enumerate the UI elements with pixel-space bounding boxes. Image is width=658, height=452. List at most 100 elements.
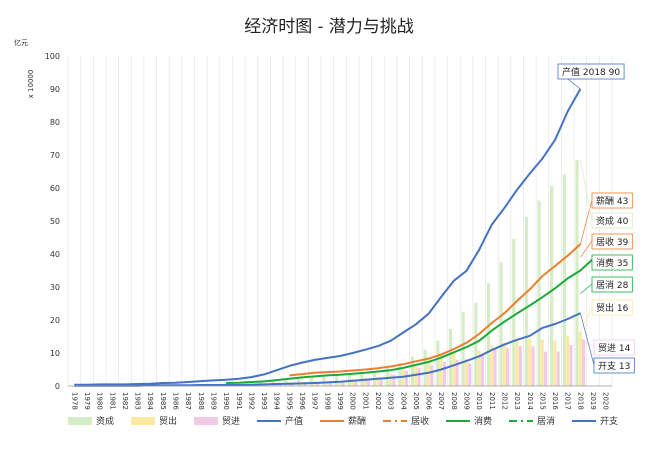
legend-label: 贸出 (159, 415, 177, 427)
callout-text: 贸进 14 (598, 342, 631, 354)
y-tick-label: 90 (50, 85, 60, 94)
legend-swatch (131, 417, 155, 425)
bar-资成 (297, 378, 301, 386)
bar-贸出 (540, 339, 544, 386)
callout-box (591, 299, 633, 316)
x-tick-label: 2017 (564, 392, 572, 410)
y-axis-unit-label: 亿元 (14, 38, 28, 47)
bar-贸出 (490, 345, 494, 386)
bar-贸进 (379, 377, 383, 386)
callout-labels: 产值 2018 90 薪酬 43 资成 40 居收 39 消费 35 居消 28 贸出 16… (557, 63, 635, 374)
bar-贸进 (404, 370, 408, 386)
x-tick-label: 2019 (589, 392, 597, 410)
x-tick-label: 2000 (349, 392, 357, 410)
bar-资成 (512, 238, 516, 386)
bar-资成 (550, 186, 554, 386)
legend-item-资成: 资成 (68, 415, 114, 427)
bar-贸出 (477, 350, 481, 386)
x-tick-label: 1981 (108, 392, 116, 410)
bar-贸进 (392, 374, 396, 386)
x-tick-label: 2006 (425, 392, 433, 410)
bar-贸出 (325, 381, 329, 386)
bar-贸进 (556, 351, 560, 386)
legend-label: 居收 (411, 415, 429, 427)
x-tick-label: 2010 (475, 392, 483, 410)
x-tick-label: 1996 (298, 392, 306, 410)
x-tick-label: 2001 (361, 392, 369, 410)
legend-item-贸进: 贸进 (194, 415, 240, 427)
line-薪酬 (289, 243, 582, 377)
legend: 资成 贸出 贸进 产值 薪酬 居收 消费 居消 开支 (68, 415, 618, 427)
bar-资成 (284, 379, 288, 386)
callout: 贸出 16 (580, 299, 633, 333)
bar-贸进 (341, 381, 345, 386)
callout: 产值 2018 90 (557, 63, 625, 90)
callout-box (591, 192, 633, 209)
x-tick-label: 1983 (134, 392, 142, 410)
bar-贸出 (452, 353, 456, 386)
x-tick-label: 1994 (273, 392, 281, 410)
bar-贸出 (363, 378, 367, 386)
bar-贸进 (430, 365, 434, 386)
x-tick-label: 1993 (260, 392, 268, 410)
bar-贸进 (354, 379, 358, 386)
chart-title: 经济时图 - 潜力与挑战 (244, 17, 414, 37)
callout: 薪酬 43 (580, 192, 633, 245)
x-tick-label: 1995 (285, 392, 293, 410)
legend-label: 消费 (474, 415, 492, 427)
callout-leader (580, 312, 595, 366)
callout-text: 资成 40 (596, 215, 629, 227)
bar-资成 (436, 340, 440, 386)
bar-贸出 (515, 340, 519, 386)
x-tick-label: 2014 (526, 392, 534, 410)
bar-资成 (309, 377, 313, 386)
bar-贸进 (518, 346, 522, 386)
bar-资成 (423, 349, 427, 386)
bar-贸进 (442, 361, 446, 386)
x-tick-label: 1980 (96, 392, 104, 410)
legend-swatch (194, 417, 218, 425)
legend-item-薪酬: 薪酬 (320, 415, 366, 427)
bar-贸出 (376, 377, 380, 386)
x-tick-label: 1999 (336, 392, 344, 410)
legend-label: 产值 (285, 415, 303, 427)
x-tick-label: 1979 (83, 392, 91, 410)
line-产值 (74, 88, 582, 386)
callout-leader (580, 306, 593, 333)
bar-贸进 (506, 348, 510, 386)
bar-贸进 (531, 346, 535, 386)
x-tick-label: 2011 (488, 392, 496, 410)
bar-贸出 (528, 338, 532, 386)
bar-贸进 (493, 348, 497, 386)
bar-贸出 (351, 379, 355, 386)
x-tick-label: 1998 (323, 392, 331, 410)
callout-leader (580, 159, 593, 221)
bar-资成 (474, 302, 478, 386)
callout: 居消 28 (580, 276, 633, 294)
bar-贸进 (569, 344, 573, 386)
bar-贸进 (366, 379, 371, 386)
legend-label: 贸进 (222, 415, 240, 427)
callout-leader (580, 283, 593, 294)
callout-box (591, 233, 633, 250)
legend-item-居消: 居消 (509, 415, 555, 427)
y-tick-label: 50 (50, 217, 60, 226)
callout-leader (580, 199, 593, 245)
x-tick-label: 1988 (197, 392, 205, 410)
axes: 0 10 20 30 40 50 60 70 80 90 100 1978 1979 1980 1981 19… (45, 52, 612, 410)
bar-贸出 (578, 331, 582, 386)
x-tick-label: 2009 (463, 392, 471, 410)
callout: 消费 35 (591, 254, 633, 271)
callout: 居收 39 (580, 233, 633, 258)
bar-贸出 (338, 380, 342, 386)
bar-资成 (410, 356, 415, 386)
x-tick-label: 2018 (576, 392, 584, 410)
y-tick-label: 10 (50, 349, 60, 358)
legend-item-居收: 居收 (383, 415, 429, 427)
bar-贸出 (502, 343, 506, 386)
line-消费 (226, 258, 594, 384)
callout-text: 消费 35 (596, 257, 628, 269)
bar-贸出 (464, 358, 468, 386)
bar-贸进 (455, 359, 459, 386)
